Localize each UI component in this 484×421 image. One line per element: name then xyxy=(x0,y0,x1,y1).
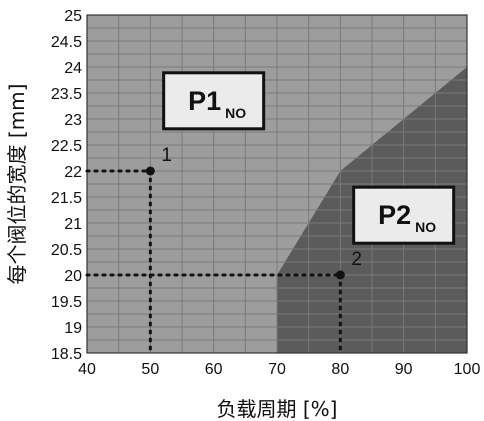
y-tick-label: 24.5 xyxy=(51,34,82,51)
plot-frame xyxy=(86,14,468,354)
y-tick-label: 21.5 xyxy=(51,190,82,207)
x-tick-label: 100 xyxy=(454,361,481,378)
data-point-1 xyxy=(145,166,155,176)
y-tick-label: 24 xyxy=(64,60,82,77)
y-tick-label: 18.5 xyxy=(51,346,82,363)
y-tick-label: 23.5 xyxy=(51,86,82,103)
y-tick-label: 21 xyxy=(64,216,82,233)
region-label-box-1 xyxy=(162,71,266,131)
region-label-2: P2 xyxy=(378,200,411,230)
plot-area: 40 50 60 70 80 90 10018.51919.52020.52121.5222… xyxy=(5,8,480,421)
x-tick-label: 40 xyxy=(78,361,96,378)
data-point-label-1: 1 xyxy=(161,145,172,166)
x-tick-label: 70 xyxy=(268,361,286,378)
y-tick-label: 22.5 xyxy=(51,138,82,155)
x-tick-label: 50 xyxy=(141,361,159,378)
y-tick-label: 22 xyxy=(64,164,82,181)
x-tick-label: 80 xyxy=(331,361,349,378)
data-point-2 xyxy=(335,270,345,280)
y-tick-label: 20.5 xyxy=(51,242,82,259)
x-axis-title: 负载周期 [%] xyxy=(217,397,338,421)
y-tick-label: 23 xyxy=(64,112,82,129)
region-label-1: P1 xyxy=(188,86,221,116)
y-tick-label: 19 xyxy=(64,320,82,337)
x-tick-label: 60 xyxy=(205,361,223,378)
y-tick-label: 19.5 xyxy=(51,294,82,311)
region-label-subscript-1: NO xyxy=(225,105,246,121)
data-point-label-2: 2 xyxy=(351,249,362,270)
x-tick-label: 90 xyxy=(395,361,413,378)
y-axis-title: 每个阀位的宽度 [mm] xyxy=(5,84,29,285)
y-tick-label: 20 xyxy=(64,268,82,285)
region-label-box-2 xyxy=(352,185,456,245)
region-label-subscript-2: NO xyxy=(415,219,436,235)
y-tick-label: 25 xyxy=(64,8,82,25)
